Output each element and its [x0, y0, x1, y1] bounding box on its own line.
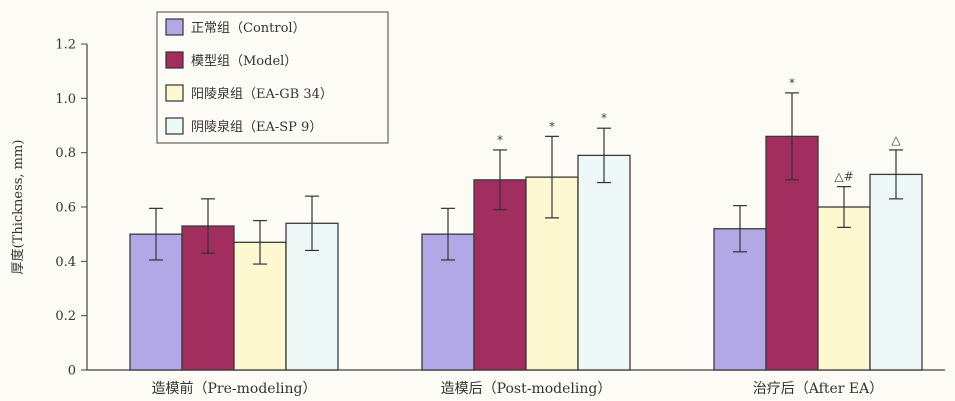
legend: 正常组（Control） 模型组（Model） 阳陵泉组（EA-GB 34） 阴陵泉组… — [156, 11, 389, 144]
legend-swatch — [165, 51, 184, 69]
significance-marker: * — [549, 119, 555, 133]
significance-marker: △ — [891, 133, 901, 147]
y-tick-label: 0 — [68, 364, 76, 379]
legend-swatch — [165, 84, 184, 102]
legend-label: 模型组（Model） — [191, 54, 297, 69]
y-tick-label: 0.2 — [55, 309, 76, 324]
legend-swatch — [165, 117, 184, 135]
significance-marker: * — [601, 111, 607, 125]
category-label: 造模前（Pre-modeling） — [151, 380, 316, 397]
y-tick-label: 0.8 — [55, 146, 76, 161]
category-label: 治疗后（After EA） — [753, 381, 883, 397]
bars: 造模前（Pre-modeling） * * * 造模后（Post-modeling） * △… — [129, 76, 923, 397]
category-label: 造模后（Post-modeling） — [441, 381, 612, 397]
legend-label: 正常组（Control） — [191, 21, 306, 36]
significance-marker: * — [497, 133, 503, 147]
y-axis-label: 厚度(Thickness, mm) — [10, 140, 26, 275]
legend-label: 阴陵泉组（EA-SP 9） — [191, 119, 322, 135]
legend-swatch — [165, 18, 184, 36]
y-tick-label: 1.0 — [55, 92, 76, 107]
bar — [473, 179, 527, 371]
legend-box — [156, 11, 389, 144]
y-tick-label: 0.4 — [55, 255, 76, 270]
bar — [577, 154, 631, 371]
bar — [869, 173, 923, 371]
bar — [817, 206, 871, 371]
significance-marker: * — [789, 76, 795, 90]
legend-label: 阳陵泉组（EA-GB 34） — [191, 86, 333, 102]
y-tick-label: 0.6 — [55, 201, 76, 216]
y-tick-label: 1.2 — [55, 38, 76, 53]
significance-marker: △# — [834, 170, 853, 184]
